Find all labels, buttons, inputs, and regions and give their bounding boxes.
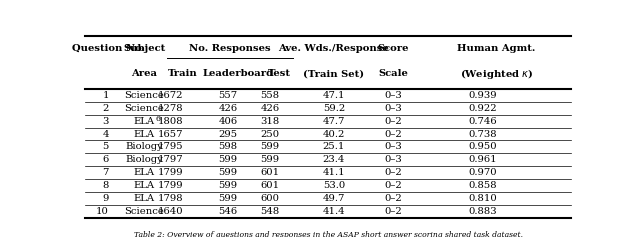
Text: 1798: 1798 <box>157 194 183 203</box>
Text: No. Responses: No. Responses <box>189 44 271 53</box>
Text: 6: 6 <box>156 115 161 123</box>
Text: 49.7: 49.7 <box>323 194 345 203</box>
Text: 0–2: 0–2 <box>385 207 403 216</box>
Text: 5: 5 <box>102 142 109 151</box>
Text: 1657: 1657 <box>157 129 183 138</box>
Text: 0.939: 0.939 <box>468 91 497 100</box>
Text: 0.970: 0.970 <box>468 168 497 177</box>
Text: 1795: 1795 <box>157 142 183 151</box>
Text: 40.2: 40.2 <box>323 129 345 138</box>
Text: 4: 4 <box>102 129 109 138</box>
Text: 0–2: 0–2 <box>385 168 403 177</box>
Text: Test: Test <box>268 69 291 78</box>
Text: 2: 2 <box>102 104 109 113</box>
Text: Scale: Scale <box>378 69 408 78</box>
Text: 3: 3 <box>102 117 109 126</box>
Text: 0.950: 0.950 <box>468 142 497 151</box>
Text: Biology: Biology <box>125 155 163 164</box>
Text: 601: 601 <box>260 168 280 177</box>
Text: 601: 601 <box>260 181 280 190</box>
Text: 0.961: 0.961 <box>468 155 497 164</box>
Text: Leaderboard: Leaderboard <box>202 69 273 78</box>
Text: 1799: 1799 <box>157 181 183 190</box>
Text: Science: Science <box>125 207 164 216</box>
Text: ELA: ELA <box>134 194 155 203</box>
Text: Table 2: Overview of questions and responses in the ASAP short answer scoring sh: Table 2: Overview of questions and respo… <box>134 231 522 237</box>
Text: Area: Area <box>131 69 157 78</box>
Text: Train: Train <box>168 69 198 78</box>
Text: 250: 250 <box>260 129 280 138</box>
Text: 47.7: 47.7 <box>323 117 345 126</box>
Text: Science: Science <box>125 104 164 113</box>
Text: Ave. Wds./Response: Ave. Wds./Response <box>278 44 389 53</box>
Text: 0.810: 0.810 <box>468 194 497 203</box>
Text: 9: 9 <box>102 194 109 203</box>
Text: 0–2: 0–2 <box>385 181 403 190</box>
Text: Score: Score <box>378 44 409 53</box>
Text: 7: 7 <box>102 168 109 177</box>
Text: Question No.: Question No. <box>72 44 145 53</box>
Text: 53.0: 53.0 <box>323 181 345 190</box>
Text: 599: 599 <box>219 168 237 177</box>
Text: 318: 318 <box>260 117 280 126</box>
Text: 59.2: 59.2 <box>323 104 345 113</box>
Text: Subject: Subject <box>124 44 166 53</box>
Text: 426: 426 <box>219 104 237 113</box>
Text: 1797: 1797 <box>157 155 183 164</box>
Text: 1799: 1799 <box>157 168 183 177</box>
Text: 1808: 1808 <box>157 117 183 126</box>
Text: 599: 599 <box>219 194 237 203</box>
Text: 557: 557 <box>219 91 237 100</box>
Text: 1640: 1640 <box>157 207 183 216</box>
Text: (Train Set): (Train Set) <box>303 69 365 78</box>
Text: 0.922: 0.922 <box>468 104 497 113</box>
Text: 1: 1 <box>102 91 109 100</box>
Text: 6: 6 <box>102 155 109 164</box>
Text: 23.4: 23.4 <box>323 155 345 164</box>
Text: 0–3: 0–3 <box>385 155 403 164</box>
Text: 0–3: 0–3 <box>385 104 403 113</box>
Text: 1278: 1278 <box>157 104 183 113</box>
Text: ELA: ELA <box>134 117 155 126</box>
Text: 41.1: 41.1 <box>323 168 345 177</box>
Text: 406: 406 <box>219 117 237 126</box>
Text: 47.1: 47.1 <box>323 91 345 100</box>
Text: 41.4: 41.4 <box>323 207 345 216</box>
Text: 1672: 1672 <box>157 91 183 100</box>
Text: Biology: Biology <box>125 142 163 151</box>
Text: 0.883: 0.883 <box>468 207 497 216</box>
Text: 599: 599 <box>260 155 280 164</box>
Text: 0.738: 0.738 <box>468 129 497 138</box>
Text: 0–3: 0–3 <box>385 91 403 100</box>
Text: 426: 426 <box>260 104 280 113</box>
Text: 8: 8 <box>102 181 109 190</box>
Text: 25.1: 25.1 <box>323 142 345 151</box>
Text: ELA: ELA <box>134 168 155 177</box>
Text: 558: 558 <box>260 91 280 100</box>
Text: 10: 10 <box>96 207 109 216</box>
Text: (Weighted $\kappa$): (Weighted $\kappa$) <box>460 67 534 81</box>
Text: 0–2: 0–2 <box>385 194 403 203</box>
Text: ELA: ELA <box>134 129 155 138</box>
Text: 295: 295 <box>219 129 237 138</box>
Text: 548: 548 <box>260 207 280 216</box>
Text: 0–3: 0–3 <box>385 142 403 151</box>
Text: 600: 600 <box>260 194 280 203</box>
Text: 599: 599 <box>219 181 237 190</box>
Text: 546: 546 <box>219 207 237 216</box>
Text: 0.858: 0.858 <box>468 181 497 190</box>
Text: 0–2: 0–2 <box>385 117 403 126</box>
Text: 599: 599 <box>260 142 280 151</box>
Text: Science: Science <box>125 91 164 100</box>
Text: 598: 598 <box>219 142 237 151</box>
Text: Human Agmt.: Human Agmt. <box>458 44 536 53</box>
Text: 0.746: 0.746 <box>468 117 497 126</box>
Text: 599: 599 <box>219 155 237 164</box>
Text: ELA: ELA <box>134 181 155 190</box>
Text: 0–2: 0–2 <box>385 129 403 138</box>
